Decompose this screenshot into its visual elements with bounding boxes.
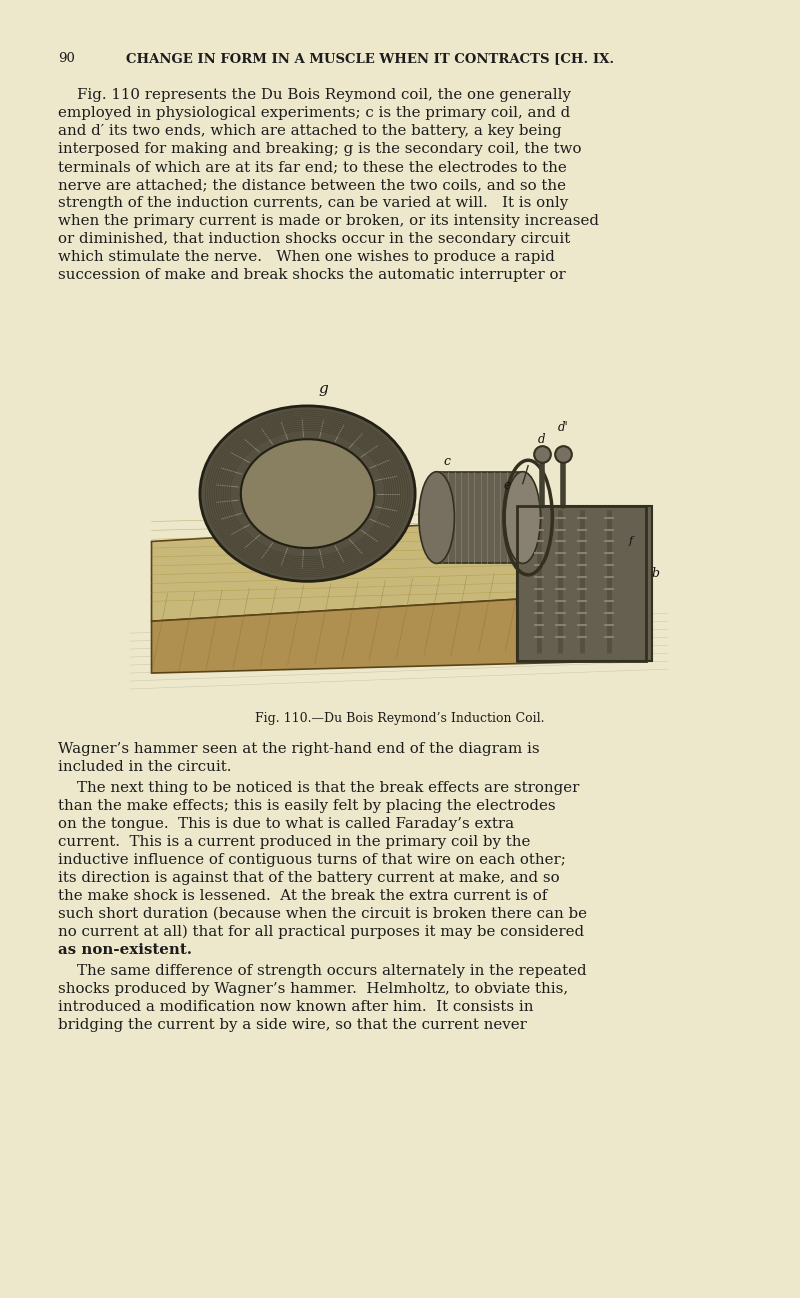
Text: inductive influence of contiguous turns of that wire on each other;: inductive influence of contiguous turns … (58, 853, 566, 867)
Text: which stimulate the nerve.   When one wishes to produce a rapid: which stimulate the nerve. When one wish… (58, 251, 555, 263)
Text: 90: 90 (58, 52, 75, 65)
Text: CHANGE IN FORM IN A MUSCLE WHEN IT CONTRACTS [CH. IX.: CHANGE IN FORM IN A MUSCLE WHEN IT CONTR… (126, 52, 614, 65)
Polygon shape (151, 593, 614, 674)
Text: Wagner’s hammer seen at the right-hand end of the diagram is: Wagner’s hammer seen at the right-hand e… (58, 742, 540, 755)
Text: f: f (628, 536, 633, 546)
Text: The next thing to be noticed is that the break effects are stronger: The next thing to be noticed is that the… (58, 781, 579, 794)
Text: its direction is against that of the battery current at make, and so: its direction is against that of the bat… (58, 871, 560, 885)
Text: g: g (319, 382, 329, 396)
Text: terminals of which are at its far end; to these the electrodes to the: terminals of which are at its far end; t… (58, 160, 566, 174)
Ellipse shape (248, 445, 366, 541)
Text: such short duration (because when the circuit is broken there can be: such short duration (because when the ci… (58, 907, 587, 922)
Text: strength of the induction currents, can be varied at will.   It is only: strength of the induction currents, can … (58, 196, 568, 210)
Ellipse shape (505, 471, 541, 563)
Text: current.  This is a current produced in the primary coil by the: current. This is a current produced in t… (58, 835, 530, 849)
Polygon shape (518, 506, 652, 661)
Text: e: e (503, 479, 510, 492)
Text: when the primary current is made or broken, or its intensity increased: when the primary current is made or brok… (58, 214, 599, 228)
Text: included in the circuit.: included in the circuit. (58, 761, 231, 774)
Text: Fig. 110 represents the Du Bois Reymond coil, the one generally: Fig. 110 represents the Du Bois Reymond … (58, 88, 571, 103)
Text: and d′ its two ends, which are attached to the battery, a key being: and d′ its two ends, which are attached … (58, 125, 562, 138)
Text: than the make effects; this is easily felt by placing the electrodes: than the make effects; this is easily fe… (58, 800, 556, 813)
Text: d: d (538, 432, 546, 445)
Text: introduced a modification now known after him.  It consists in: introduced a modification now known afte… (58, 999, 534, 1014)
Text: or diminished, that induction shocks occur in the secondary circuit: or diminished, that induction shocks occ… (58, 232, 570, 247)
Ellipse shape (267, 461, 348, 527)
Text: as non-existent.: as non-existent. (58, 944, 192, 957)
Text: employed in physiological experiments; c is the primary coil, and d: employed in physiological experiments; c… (58, 106, 570, 119)
Text: c: c (444, 454, 451, 467)
Text: Fig. 110.—Du Bois Reymond’s Induction Coil.: Fig. 110.—Du Bois Reymond’s Induction Co… (255, 713, 545, 726)
Text: the make shock is lessened.  At the break the extra current is of: the make shock is lessened. At the break… (58, 889, 547, 903)
Text: interposed for making and breaking; g is the secondary coil, the two: interposed for making and breaking; g is… (58, 141, 582, 156)
Ellipse shape (200, 406, 415, 582)
Text: d': d' (558, 421, 569, 434)
Polygon shape (437, 471, 522, 563)
Text: nerve are attached; the distance between the two coils, and so the: nerve are attached; the distance between… (58, 178, 566, 192)
Text: succession of make and break shocks the automatic interrupter or: succession of make and break shocks the … (58, 267, 566, 282)
Text: shocks produced by Wagner’s hammer.  Helmholtz, to obviate this,: shocks produced by Wagner’s hammer. Helm… (58, 983, 568, 996)
Text: b: b (652, 567, 660, 580)
Ellipse shape (241, 439, 374, 548)
Text: no current at all) that for all practical purposes it may be considered: no current at all) that for all practica… (58, 925, 584, 940)
Text: The same difference of strength occurs alternately in the repeated: The same difference of strength occurs a… (58, 964, 586, 977)
Polygon shape (151, 514, 614, 622)
Text: on the tongue.  This is due to what is called Faraday’s extra: on the tongue. This is due to what is ca… (58, 816, 514, 831)
Ellipse shape (419, 471, 454, 563)
Text: bridging the current by a side wire, so that the current never: bridging the current by a side wire, so … (58, 1018, 527, 1032)
